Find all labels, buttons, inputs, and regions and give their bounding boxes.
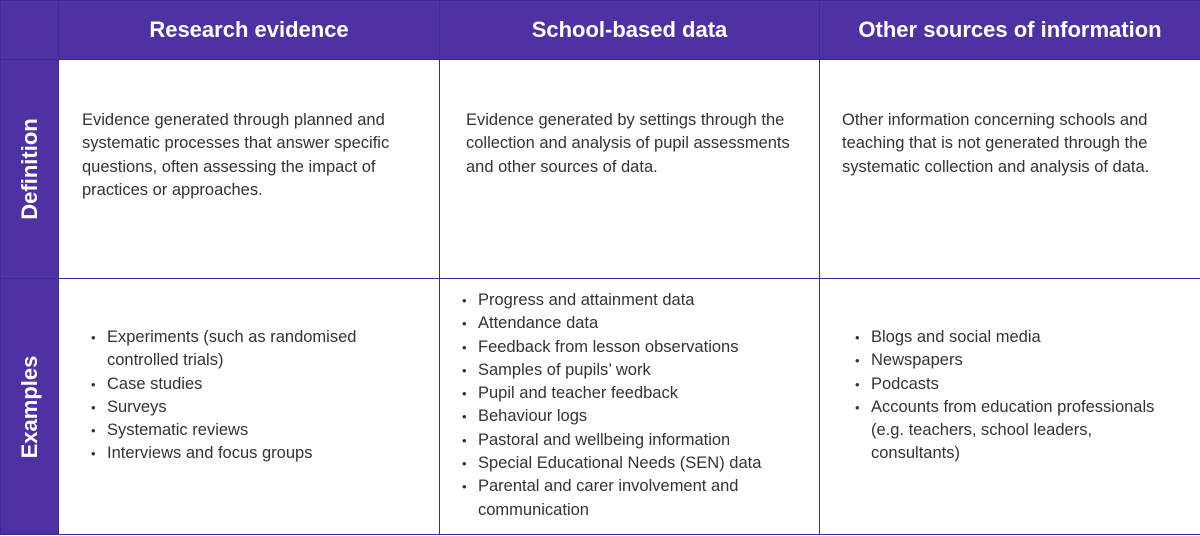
row-label-definition: Definition [1,60,58,278]
list-item: Attendance data [462,312,807,336]
list-item: Surveys [91,396,411,420]
list-item: Blogs and social media [855,326,1185,350]
column-header-research: Research evidence [59,1,439,59]
definition-school-text: Evidence generated by settings through t… [466,111,790,176]
list-item: Parental and carer involvement and commu… [462,475,807,522]
examples-other-cell: Blogs and social media Newspapers Podcas… [820,279,1200,534]
header-corner [1,1,58,59]
definition-research-cell: Evidence generated through planned and s… [59,60,439,278]
examples-school-list: Progress and attainment data Attendance … [462,289,807,522]
list-item: Progress and attainment data [462,289,807,313]
row-label-examples: Examples [1,279,58,534]
list-item: Podcasts [855,373,1185,397]
list-item: Accounts from education professionals (e… [855,396,1185,466]
list-item: Pastoral and wellbeing information [462,429,807,453]
row-label-definition-text: Definition [16,118,42,220]
definition-school-cell: Evidence generated by settings through t… [440,60,819,278]
list-item: Special Educational Needs (SEN) data [462,452,807,476]
column-header-school: School-based data [440,1,819,59]
definition-other-text: Other information concerning schools and… [842,111,1150,176]
examples-school-cell: Progress and attainment data Attendance … [440,279,819,534]
list-item: Pupil and teacher feedback [462,382,807,406]
list-item: Interviews and focus groups [91,442,411,466]
list-item: Systematic reviews [91,419,411,443]
list-item: Feedback from lesson observations [462,336,807,360]
list-item: Newspapers [855,349,1185,373]
examples-research-cell: Experiments (such as randomised controll… [59,279,439,534]
row-label-examples-text: Examples [16,355,42,458]
list-item: Behaviour logs [462,405,807,429]
list-item: Samples of pupils’ work [462,359,807,383]
list-item: Case studies [91,373,411,397]
examples-other-list: Blogs and social media Newspapers Podcas… [855,326,1185,466]
list-item: Experiments (such as randomised controll… [91,326,411,373]
definition-other-cell: Other information concerning schools and… [820,60,1200,278]
definition-research-text: Evidence generated through planned and s… [82,111,390,199]
examples-research-list: Experiments (such as randomised controll… [91,326,411,466]
column-header-other: Other sources of information [820,1,1200,59]
